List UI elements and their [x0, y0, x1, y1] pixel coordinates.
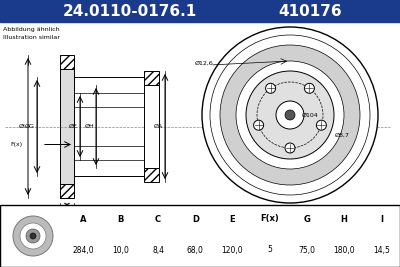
Text: ØG: ØG [25, 124, 35, 129]
Circle shape [266, 83, 276, 93]
Text: ØH: ØH [84, 124, 94, 129]
Circle shape [276, 101, 304, 129]
Text: ate: ate [274, 126, 326, 154]
Text: C (MTH): C (MTH) [80, 210, 105, 214]
Circle shape [304, 83, 314, 93]
Text: 5: 5 [267, 245, 272, 254]
Bar [74, 77, 158, 176]
Circle shape [285, 110, 295, 120]
Text: C: C [155, 214, 161, 223]
Text: 10,0: 10,0 [112, 245, 129, 254]
Text: ØE: ØE [69, 124, 78, 129]
Circle shape [316, 120, 326, 130]
Bar [144, 168, 159, 182]
Circle shape [285, 143, 295, 153]
Text: F(x): F(x) [10, 142, 22, 147]
Bar [144, 85, 159, 168]
Text: H: H [341, 214, 348, 223]
Text: 180,0: 180,0 [333, 245, 355, 254]
Circle shape [202, 27, 378, 203]
Circle shape [30, 233, 36, 239]
Bar [0, 0, 400, 22]
Text: F(x): F(x) [260, 214, 279, 223]
Text: 68,0: 68,0 [187, 245, 204, 254]
Text: ØA: ØA [154, 124, 163, 129]
Text: Ø104: Ø104 [302, 112, 319, 117]
Text: A: A [80, 214, 87, 223]
Bar [60, 184, 74, 198]
Text: D: D [192, 214, 199, 223]
Circle shape [13, 216, 53, 256]
Text: D: D [102, 209, 106, 214]
Text: I: I [380, 214, 383, 223]
Text: Ø8,7: Ø8,7 [335, 132, 350, 138]
Text: Illustration similar: Illustration similar [3, 35, 60, 40]
Text: 410176: 410176 [278, 3, 342, 18]
Circle shape [26, 229, 40, 243]
Bar [60, 69, 74, 184]
Text: 24.0110-0176.1: 24.0110-0176.1 [63, 3, 197, 18]
Circle shape [254, 120, 264, 130]
Text: 284,0: 284,0 [73, 245, 94, 254]
Text: B: B [65, 210, 69, 214]
Bar [60, 55, 74, 69]
Bar [0, 205, 400, 267]
Text: G: G [304, 214, 310, 223]
Bar [0, 22, 400, 205]
Text: 8,4: 8,4 [152, 245, 164, 254]
Text: 75,0: 75,0 [298, 245, 316, 254]
Text: E: E [230, 214, 235, 223]
Circle shape [236, 61, 344, 169]
Circle shape [246, 71, 334, 159]
Circle shape [20, 223, 46, 249]
Text: ØI: ØI [19, 124, 26, 129]
Text: 120,0: 120,0 [222, 245, 243, 254]
Text: B: B [118, 214, 124, 223]
Circle shape [220, 45, 360, 185]
Text: Ø12,6: Ø12,6 [195, 61, 214, 65]
Bar [144, 71, 159, 85]
Text: 14,5: 14,5 [373, 245, 390, 254]
Text: Abbildung ähnlich: Abbildung ähnlich [3, 27, 60, 32]
